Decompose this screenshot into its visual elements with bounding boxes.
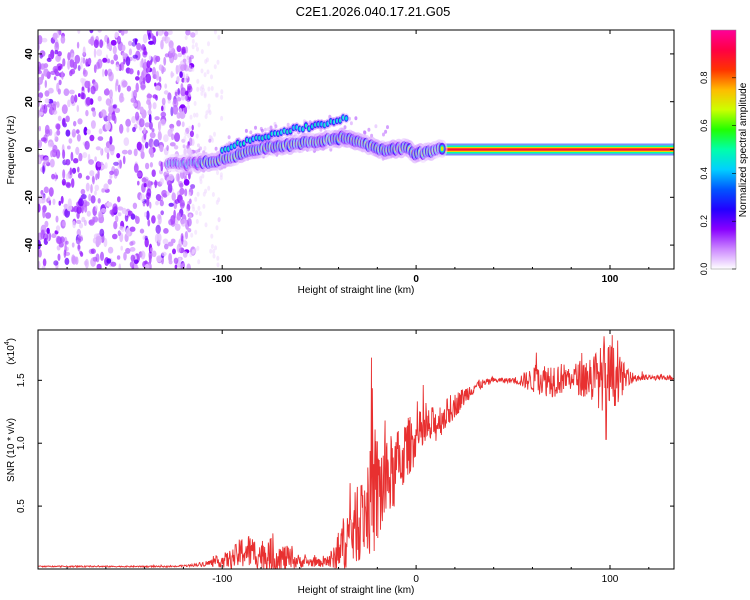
- snr-xtick-label: -100: [212, 574, 232, 585]
- snr-ylabel: SNR (10 * v/v): [6, 418, 17, 482]
- snr-xtick-label: 100: [602, 574, 619, 585]
- snr-series-line: [38, 335, 674, 569]
- snr-frame: [37, 329, 675, 570]
- snr-ytick-label: 0.5: [16, 499, 27, 513]
- snr-scale-exponent: 4: [4, 341, 11, 345]
- spectrogram-noise: [38, 30, 224, 269]
- svg-text:(x104): (x104): [4, 338, 17, 365]
- spectrogram-signal: [162, 112, 674, 176]
- snr-scale-label: (x104): [4, 338, 17, 365]
- colorbar-tick-label: 0.0: [699, 263, 709, 276]
- spectrogram-ytick-label: -40: [24, 237, 35, 252]
- spectrogram-xtick-label: 0: [413, 274, 419, 285]
- spectrogram-xtick-label: 100: [602, 274, 619, 285]
- colorbar-gradient: [710, 29, 737, 270]
- spectrogram-ytick-label: -20: [24, 190, 35, 205]
- spectrogram-ytick-label: 20: [24, 96, 35, 108]
- snr-panel: -100 0 100 0.5 1.0 1.5 Height of straight lin…: [4, 329, 675, 596]
- colorbar-tick-label: 0.2: [699, 215, 709, 228]
- snr-xlabel: Height of straight line (km): [298, 585, 415, 596]
- colorbar-label: Normalized spectral amplitude: [738, 82, 749, 217]
- colorbar-tick-label: 0.4: [699, 167, 709, 180]
- spectrogram-ylabel: Frequency (Hz): [6, 116, 17, 185]
- spectrogram-xlabel: Height of straight line (km): [298, 285, 415, 296]
- colorbar-tick-label: 0.6: [699, 119, 709, 132]
- colorbar-tick-label: 0.8: [699, 72, 709, 85]
- snr-ytick-label: 1.0: [16, 436, 27, 450]
- snr-ytick-label: 1.5: [16, 373, 27, 387]
- figure-title: C2E1.2026.040.17.21.G05: [296, 4, 451, 19]
- spectrogram-ytick-label: 0: [24, 146, 35, 152]
- colorbar: 0.0 0.2 0.4 0.6 0.8 Normalized spectral ampl…: [699, 29, 749, 276]
- spectrogram-panel: -100 0 100 -40 -20 0 20 40 Height of straight l…: [6, 29, 675, 296]
- spectrogram-xtick-label: -100: [212, 274, 232, 285]
- spectrogram-ytick-label: 40: [24, 48, 35, 60]
- snr-scale-base: (x10: [6, 345, 17, 365]
- snr-scale-close: ): [6, 338, 17, 341]
- snr-xtick-label: 0: [413, 574, 419, 585]
